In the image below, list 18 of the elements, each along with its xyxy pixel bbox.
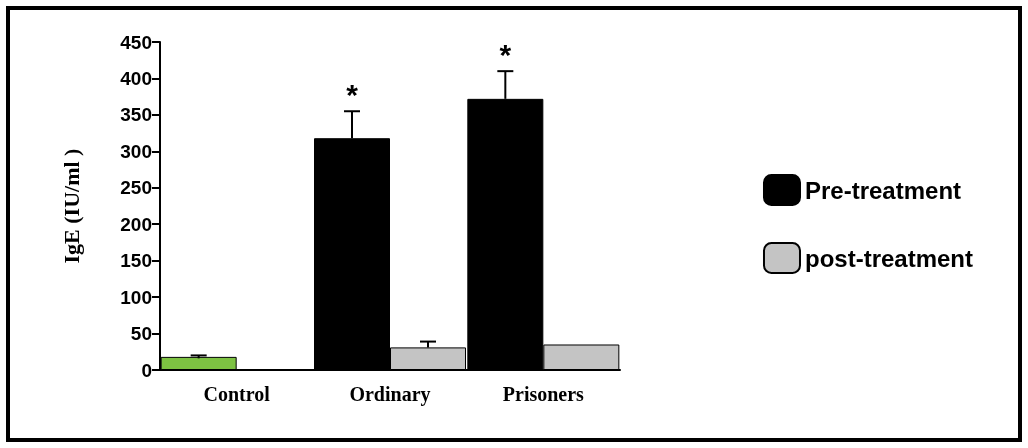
y-tick-label: 100 (120, 286, 152, 308)
y-tick-label: 50 (130, 323, 152, 345)
annotation: * (499, 37, 512, 71)
y-tick-label: 0 (141, 359, 152, 381)
y-tick-label: 400 (120, 67, 152, 89)
legend-label: Pre-treatment (804, 176, 962, 204)
x-tick-label: Prisoners (502, 383, 585, 405)
annotation: * (346, 77, 359, 111)
y-tick-label: 350 (120, 104, 152, 126)
legend-label: post-treatment (804, 244, 974, 272)
x-tick-label: Ordinary (349, 383, 431, 406)
x-tick-label: Control (203, 383, 271, 405)
y-tick-label: 450 (120, 31, 152, 53)
y-tick-label: 300 (120, 140, 152, 162)
y-axis-title: IgE (IU/ml ) (58, 148, 84, 264)
y-tick-label: 200 (120, 213, 152, 235)
y-tick-label: 250 (120, 177, 152, 199)
y-tick-label: 150 (120, 250, 152, 272)
